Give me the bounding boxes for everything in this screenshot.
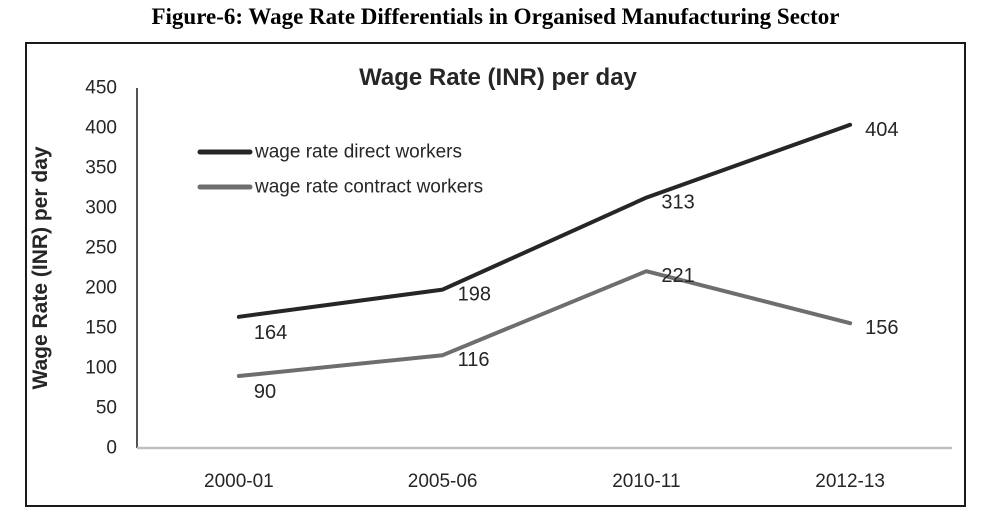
- series-line-direct: [236, 122, 853, 319]
- chart-title: Wage Rate (INR) per day: [359, 64, 637, 91]
- y-tick-label: 100: [85, 358, 117, 379]
- x-tick-label: 2010-11: [612, 471, 680, 492]
- figure-caption: Figure-6: Wage Rate Differentials in Org…: [151, 4, 840, 29]
- series-line-contract: [236, 269, 853, 378]
- x-tick-label: 2000-01: [204, 471, 274, 492]
- y-axis-title: Wage Rate (INR) per day: [29, 146, 52, 389]
- y-tick-label: 300: [85, 198, 117, 219]
- data-label: 313: [661, 192, 694, 214]
- data-label: 116: [458, 349, 490, 371]
- line-chart: Wage Rate (INR) per day Wage Rate (INR) p…: [29, 64, 952, 492]
- y-tick-label: 200: [85, 278, 117, 299]
- y-tick-label: 150: [85, 318, 117, 339]
- y-tick-label: 350: [85, 158, 117, 179]
- chart-frame: Wage Rate (INR) per day Wage Rate (INR) p…: [25, 42, 966, 507]
- y-tick-label: 400: [85, 118, 117, 139]
- y-tick-label: 0: [106, 438, 117, 459]
- data-label: 404: [865, 119, 898, 141]
- y-tick-label: 250: [85, 238, 117, 259]
- data-label: 164: [254, 322, 287, 344]
- x-tick-label: 2005-06: [408, 471, 478, 492]
- data-label: 221: [661, 265, 694, 287]
- x-tick-label: 2012-13: [815, 471, 885, 492]
- data-label: 198: [458, 284, 491, 306]
- data-label: 156: [865, 317, 898, 339]
- data-label: 90: [254, 381, 276, 403]
- y-tick-label: 450: [85, 78, 117, 99]
- legend-label-direct: wage rate direct workers: [254, 142, 462, 163]
- y-tick-label: 50: [96, 398, 117, 419]
- legend-label-contract: wage rate contract workers: [254, 177, 483, 198]
